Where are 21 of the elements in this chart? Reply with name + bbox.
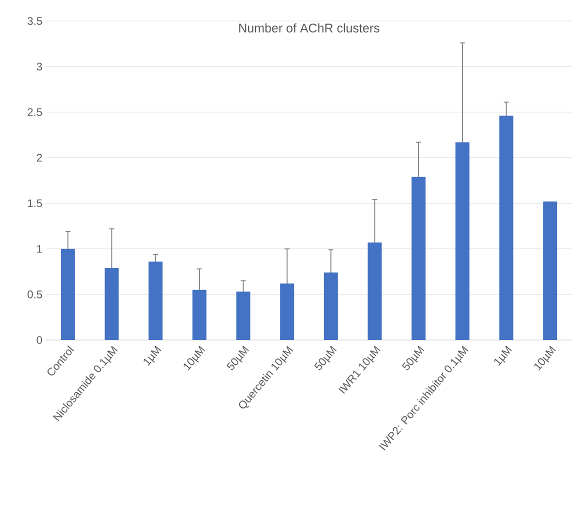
y-tick-label: 1 [37, 245, 42, 253]
chart-title: Number of AChR clusters [239, 23, 380, 32]
y-tick-label: 0.5 [28, 290, 42, 298]
bar [368, 242, 382, 340]
bar [148, 262, 163, 340]
y-tick-label: 1.5 [28, 199, 42, 208]
y-tick-label: 0 [36, 336, 42, 344]
y-tick-label: 2.5 [28, 108, 42, 116]
bar [543, 201, 558, 340]
y-tick-label: 2 [36, 154, 42, 162]
bar [104, 268, 119, 340]
bar [280, 283, 294, 340]
bar [236, 292, 250, 340]
bar [455, 142, 470, 340]
bar [499, 116, 514, 340]
bar [412, 176, 426, 340]
bar [324, 272, 338, 340]
y-tick-label: 3 [36, 62, 42, 70]
y-tick-label: 3.5 [28, 17, 42, 25]
bar [192, 290, 206, 340]
bar [60, 248, 75, 340]
